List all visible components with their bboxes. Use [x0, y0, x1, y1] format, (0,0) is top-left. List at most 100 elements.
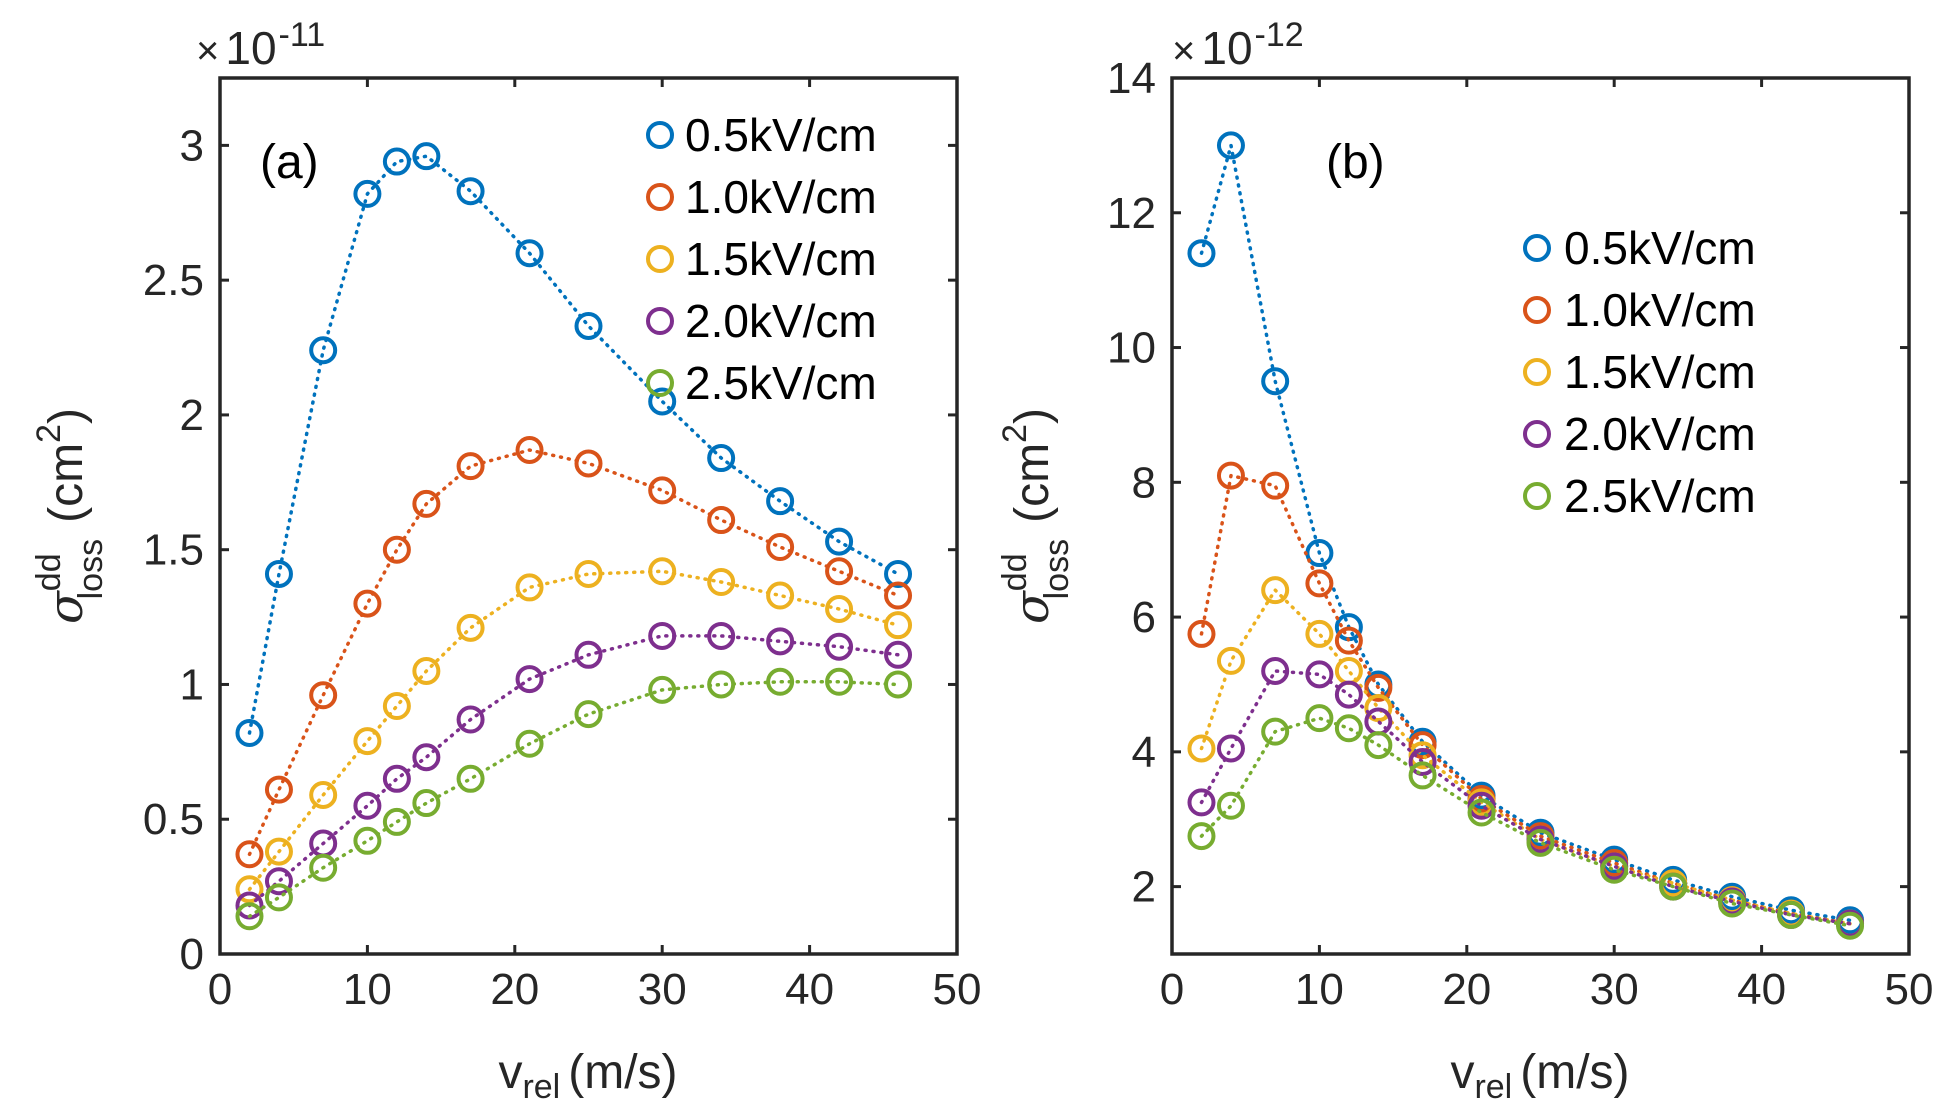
- series-line-a-2: [247, 569, 900, 892]
- point-a-3-8: [574, 640, 603, 669]
- point-a-1-13: [884, 581, 913, 610]
- panel-a: 0 10 20 30 40 50 0 0.5 1 1.5 2 2.5 3 × 10-11 (a) vrel…: [30, 16, 981, 1106]
- point-b-2-1: [1216, 646, 1245, 675]
- point-a-1-11: [766, 532, 795, 561]
- y-tick-label-a-3: 1.5: [143, 526, 204, 575]
- x-tick-label-a-4: 40: [785, 965, 834, 1014]
- point-b-4-2: [1261, 717, 1290, 746]
- x-tick-label-a-0: 0: [208, 965, 232, 1014]
- x-tick-label-b-2: 20: [1442, 965, 1491, 1014]
- legend-item-b-3: 2.0kV/cm: [1523, 408, 1756, 460]
- point-b-4-0: [1187, 822, 1216, 851]
- point-a-0-1: [264, 559, 293, 588]
- point-a-4-5: [412, 789, 441, 818]
- point-a-0-4: [382, 147, 411, 176]
- point-a-2-0: [235, 875, 264, 904]
- point-a-4-2: [309, 853, 338, 882]
- legend-label-a-3: 2.0kV/cm: [685, 295, 877, 347]
- point-b-2-3: [1305, 619, 1334, 648]
- tick-layer-b: 0 10 20 30 40 50 2 4 6 8 10 12 14: [1107, 54, 1933, 1014]
- point-b-4-3: [1305, 704, 1334, 733]
- point-a-0-3: [353, 179, 382, 208]
- point-a-0-12: [825, 527, 854, 556]
- point-a-3-4: [382, 764, 411, 793]
- point-b-0-0: [1187, 239, 1216, 268]
- x-tick-label-b-4: 40: [1737, 965, 1786, 1014]
- point-a-2-7: [515, 573, 544, 602]
- point-a-4-4: [382, 807, 411, 836]
- legend-item-a-4: 2.5kV/cm: [646, 357, 877, 409]
- point-a-4-7: [515, 729, 544, 758]
- point-a-4-11: [766, 667, 795, 696]
- point-b-4-1: [1216, 791, 1245, 820]
- plot-area-b: [1172, 78, 1909, 954]
- legend-marker-b-1: [1523, 296, 1551, 324]
- point-b-3-0: [1187, 788, 1216, 817]
- legend-item-a-1: 1.0kV/cm: [646, 171, 877, 223]
- point-a-4-10: [707, 670, 736, 699]
- point-a-1-1: [264, 775, 293, 804]
- series-line-a-4: [247, 680, 900, 919]
- point-a-1-10: [707, 506, 736, 535]
- x-tick-label-a-2: 20: [490, 965, 539, 1014]
- y-exponent-b: × 10-12: [1172, 16, 1304, 74]
- x-axis-title-a: vrel (m/s): [498, 1046, 677, 1106]
- point-b-0-1: [1216, 131, 1245, 160]
- legend-label-b-4: 2.5kV/cm: [1564, 470, 1756, 522]
- point-a-1-0: [235, 840, 264, 869]
- y-tick-label-a-2: 1: [180, 660, 204, 709]
- y-tick-label-b-3: 8: [1132, 458, 1156, 507]
- x-axis-title-b: vrel (m/s): [1450, 1046, 1629, 1106]
- legend-item-b-2: 1.5kV/cm: [1523, 346, 1756, 398]
- point-b-4-13: [1836, 911, 1865, 940]
- point-a-3-9: [648, 621, 677, 650]
- point-b-1-5: [1364, 673, 1393, 702]
- legend-item-a-3: 2.0kV/cm: [646, 295, 877, 347]
- legend-item-a-0: 0.5kV/cm: [646, 109, 877, 161]
- legend-label-a-2: 1.5kV/cm: [685, 233, 877, 285]
- y-tick-label-b-0: 2: [1132, 863, 1156, 912]
- legend-marker-b-3: [1523, 420, 1551, 448]
- point-b-4-4: [1334, 714, 1363, 743]
- point-a-3-5: [412, 743, 441, 772]
- point-a-1-9: [648, 476, 677, 505]
- point-b-3-1: [1216, 734, 1245, 763]
- point-a-1-5: [412, 489, 441, 518]
- point-b-4-6: [1408, 761, 1437, 790]
- point-a-1-4: [382, 535, 411, 564]
- panel-b: 0 10 20 30 40 50 2 4 6 8 10 12 14 × 10-12 (b) vrel (m/…: [996, 16, 1933, 1106]
- point-a-1-2: [309, 681, 338, 710]
- legend-a: 0.5kV/cm 1.0kV/cm 1.5kV/cm 2.0kV/cm 2.5k…: [646, 109, 877, 409]
- series-layer-a: [235, 142, 913, 931]
- point-a-4-0: [235, 902, 264, 931]
- point-a-0-8: [574, 311, 603, 340]
- point-a-4-6: [456, 764, 485, 793]
- legend-marker-a-1: [646, 183, 674, 211]
- point-a-1-6: [456, 452, 485, 481]
- point-b-3-6: [1408, 747, 1437, 776]
- point-a-3-7: [515, 665, 544, 694]
- series-line-a-3: [247, 634, 900, 908]
- point-a-2-3: [353, 727, 382, 756]
- point-b-1-4: [1334, 626, 1363, 655]
- series-line-b-4: [1199, 716, 1852, 928]
- x-tick-label-a-1: 10: [343, 965, 392, 1014]
- point-a-3-10: [707, 621, 736, 650]
- y-tick-label-b-6: 14: [1107, 54, 1156, 103]
- point-a-4-12: [825, 667, 854, 696]
- point-a-0-11: [766, 487, 795, 516]
- point-b-4-9: [1600, 855, 1629, 884]
- legend-marker-a-3: [646, 307, 674, 335]
- point-b-1-3: [1305, 569, 1334, 598]
- point-b-1-0: [1187, 619, 1216, 648]
- legend-b: 0.5kV/cm 1.0kV/cm 1.5kV/cm 2.0kV/cm 2.5k…: [1523, 222, 1756, 522]
- point-a-4-13: [884, 670, 913, 699]
- y-tick-label-b-4: 10: [1107, 324, 1156, 373]
- legend-label-b-3: 2.0kV/cm: [1564, 408, 1756, 460]
- point-a-2-1: [264, 837, 293, 866]
- legend-marker-b-2: [1523, 358, 1551, 386]
- point-a-4-8: [574, 700, 603, 729]
- point-b-3-3: [1305, 660, 1334, 689]
- point-a-0-0: [235, 718, 264, 747]
- point-a-3-13: [884, 640, 913, 669]
